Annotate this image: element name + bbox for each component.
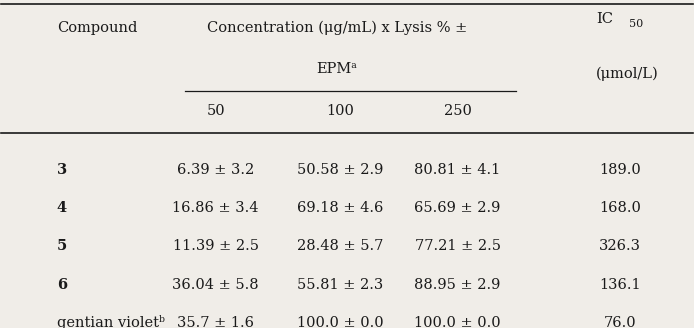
Text: 11.39 ± 2.5: 11.39 ± 2.5 (173, 239, 259, 253)
Text: 35.7 ± 1.6: 35.7 ± 1.6 (177, 316, 254, 328)
Text: 28.48 ± 5.7: 28.48 ± 5.7 (297, 239, 383, 253)
Text: EPMᵃ: EPMᵃ (316, 62, 357, 76)
Text: Concentration (μg/mL) x Lysis % ±: Concentration (μg/mL) x Lysis % ± (207, 21, 467, 35)
Text: 6.39 ± 3.2: 6.39 ± 3.2 (177, 163, 254, 176)
Text: 5: 5 (57, 239, 67, 253)
Text: IC: IC (596, 12, 613, 26)
Text: 76.0: 76.0 (604, 316, 636, 328)
Text: Compound: Compound (57, 21, 137, 35)
Text: 50.58 ± 2.9: 50.58 ± 2.9 (297, 163, 383, 176)
Text: 100.0 ± 0.0: 100.0 ± 0.0 (297, 316, 383, 328)
Text: 6: 6 (57, 277, 67, 292)
Text: 136.1: 136.1 (599, 277, 641, 292)
Text: 88.95 ± 2.9: 88.95 ± 2.9 (414, 277, 501, 292)
Text: 189.0: 189.0 (599, 163, 641, 176)
Text: 100: 100 (326, 104, 354, 117)
Text: 16.86 ± 3.4: 16.86 ± 3.4 (172, 201, 259, 215)
Text: 55.81 ± 2.3: 55.81 ± 2.3 (297, 277, 383, 292)
Text: 69.18 ± 4.6: 69.18 ± 4.6 (297, 201, 383, 215)
Text: 3: 3 (57, 163, 67, 176)
Text: 80.81 ± 4.1: 80.81 ± 4.1 (414, 163, 500, 176)
Text: 36.04 ± 5.8: 36.04 ± 5.8 (172, 277, 259, 292)
Text: 168.0: 168.0 (599, 201, 641, 215)
Text: 65.69 ± 2.9: 65.69 ± 2.9 (414, 201, 501, 215)
Text: 77.21 ± 2.5: 77.21 ± 2.5 (414, 239, 500, 253)
Text: 50: 50 (206, 104, 225, 117)
Text: 250: 250 (443, 104, 471, 117)
Text: gentian violetᵇ: gentian violetᵇ (57, 316, 164, 328)
Text: (μmol/L): (μmol/L) (596, 67, 659, 81)
Text: 4: 4 (57, 201, 67, 215)
Text: 50: 50 (629, 18, 643, 29)
Text: 326.3: 326.3 (599, 239, 641, 253)
Text: 100.0 ± 0.0: 100.0 ± 0.0 (414, 316, 501, 328)
